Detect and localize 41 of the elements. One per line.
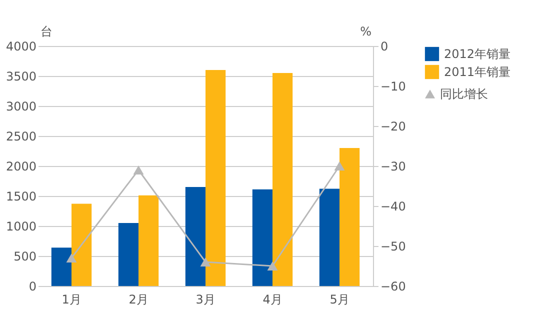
y-tick-label: 3500 — [6, 70, 36, 84]
point — [200, 257, 211, 267]
y2-tick-label: −40 — [380, 200, 406, 214]
legend-label: 2012年销量 — [444, 47, 511, 61]
point — [133, 165, 144, 175]
y-tick-label: 2000 — [6, 160, 36, 174]
y-tick-label: 1500 — [6, 190, 36, 204]
y-tick-label: 2500 — [6, 130, 36, 144]
bar — [340, 148, 360, 286]
bar — [118, 223, 138, 286]
y2-tick-label: −60 — [380, 280, 406, 294]
x-tick-label: 5月 — [330, 292, 350, 306]
bar — [206, 70, 226, 286]
bar — [51, 248, 72, 286]
y2-tick-label: −10 — [380, 80, 406, 94]
point — [66, 253, 77, 263]
y-axis-title: 台 — [40, 24, 52, 38]
bar — [252, 189, 272, 286]
bar — [319, 188, 340, 286]
x-tick-label: 3月 — [196, 292, 216, 306]
point — [267, 261, 278, 271]
y2-tick-label: −30 — [380, 160, 406, 174]
x-tick-label: 4月 — [262, 292, 282, 306]
y-tick-label: 1000 — [6, 220, 36, 234]
bar — [272, 73, 293, 286]
y-tick-label: 4000 — [6, 40, 36, 54]
bar — [138, 195, 159, 286]
bar — [185, 187, 206, 286]
y-tick-label: 3000 — [6, 100, 36, 114]
y-tick-label: 500 — [14, 250, 36, 264]
legend-label: 2011年销量 — [444, 65, 511, 79]
bar — [72, 204, 92, 286]
y2-axis-title: % — [360, 24, 372, 38]
y2-tick-label: 0 — [380, 40, 388, 54]
point — [334, 161, 345, 171]
legend-label: 同比增长 — [440, 87, 488, 101]
x-tick-label: 1月 — [62, 292, 82, 306]
y2-tick-label: −20 — [380, 120, 406, 134]
x-tick-label: 2月 — [128, 292, 148, 306]
y-tick-label: 0 — [28, 280, 36, 294]
y2-tick-label: −50 — [380, 240, 406, 254]
